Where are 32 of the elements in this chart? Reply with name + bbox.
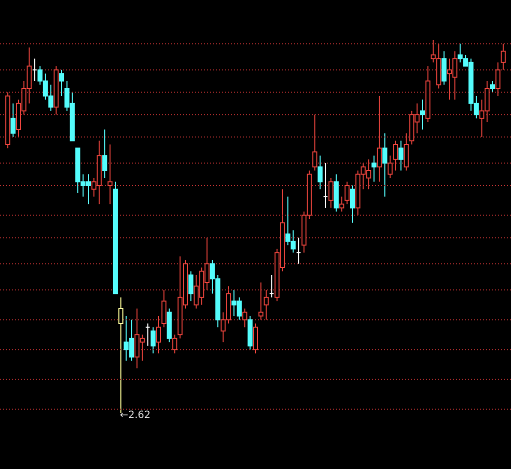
candlestick xyxy=(372,155,377,182)
candlestick xyxy=(102,129,108,179)
candlestick xyxy=(188,270,194,302)
candlestick xyxy=(264,289,269,320)
candlestick xyxy=(500,43,506,70)
candlestick xyxy=(10,102,16,138)
annotation: ←2.62 xyxy=(120,410,150,421)
candlestick xyxy=(404,132,409,172)
candlestick xyxy=(150,326,156,354)
candlestick xyxy=(442,50,447,86)
candlestick xyxy=(258,282,264,320)
candlestick xyxy=(156,316,162,354)
candlestick xyxy=(495,62,500,96)
candlestick xyxy=(318,155,323,190)
candlestick xyxy=(161,289,166,328)
candlestick xyxy=(350,184,355,224)
candlestick xyxy=(398,140,404,172)
candlestick xyxy=(312,114,318,172)
candlestick xyxy=(108,144,113,205)
candlestick xyxy=(382,132,388,198)
candlestick xyxy=(339,196,344,212)
candlestick xyxy=(172,334,178,354)
candlestick xyxy=(376,95,382,182)
candlestick xyxy=(420,99,425,130)
candlestick xyxy=(393,140,398,172)
candlestick xyxy=(253,322,258,354)
candlestick xyxy=(344,181,350,205)
candlestick xyxy=(59,69,64,96)
candlestick xyxy=(388,155,393,179)
candlestick xyxy=(242,308,248,328)
candlestick xyxy=(490,80,496,93)
candlestick xyxy=(328,178,334,208)
